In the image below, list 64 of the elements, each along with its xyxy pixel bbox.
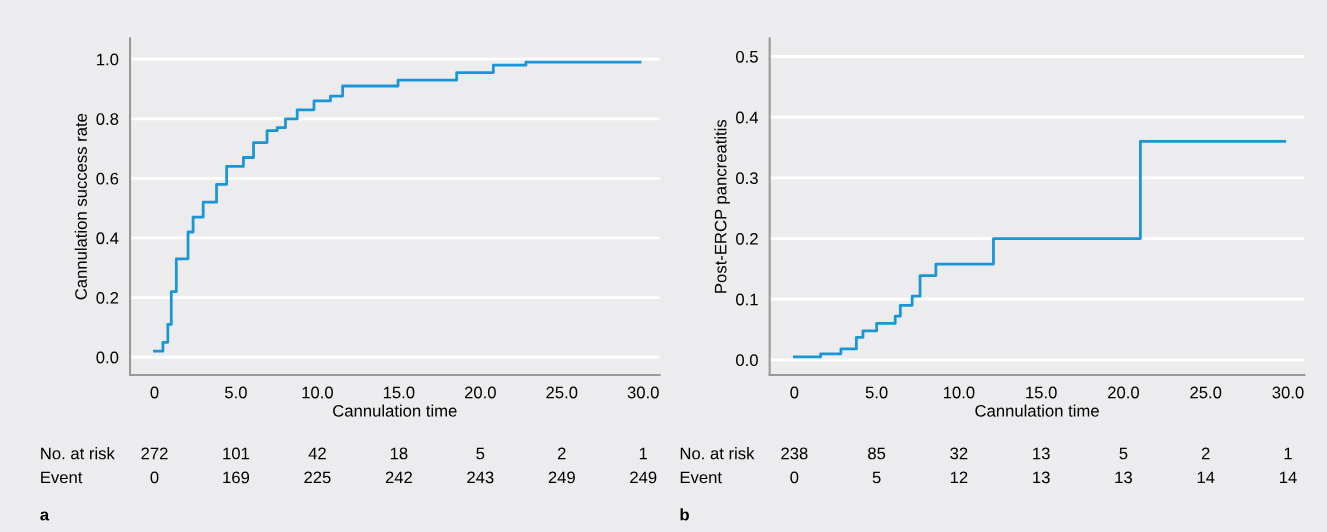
text: 243 xyxy=(467,471,494,484)
text: 2 xyxy=(557,447,566,460)
y-tick-label: 0.3 xyxy=(736,172,758,185)
x-axis-title: Cannulation time xyxy=(975,404,1099,417)
text: 169 xyxy=(223,471,250,484)
text: 12 xyxy=(950,471,968,484)
text: 42 xyxy=(308,447,326,460)
text: 18 xyxy=(390,447,408,460)
y-tick-label: 0.6 xyxy=(96,172,119,185)
text: 272 xyxy=(141,447,168,460)
x-tick-label: 30.0 xyxy=(1272,386,1304,399)
text: 13 xyxy=(1115,471,1132,484)
x-tick-label: 10.0 xyxy=(943,386,975,399)
text: 249 xyxy=(630,471,657,484)
x-tick-label: 15.0 xyxy=(383,386,415,399)
y-tick-label: 0.2 xyxy=(736,232,758,245)
text: b xyxy=(680,508,689,521)
x-tick-label: 5.0 xyxy=(865,386,888,399)
text: 225 xyxy=(304,471,331,484)
text: 32 xyxy=(950,447,968,460)
x-tick-label: 0 xyxy=(150,386,159,399)
text: No. at risk xyxy=(41,447,115,460)
x-tick-label: 15.0 xyxy=(1026,386,1057,399)
text: 5 xyxy=(872,471,881,484)
text: 85 xyxy=(868,447,886,460)
y-tick-label: 0.0 xyxy=(736,354,758,367)
x-tick-label: 20.0 xyxy=(464,386,496,399)
text: 14 xyxy=(1197,471,1215,484)
y-tick-label: 0.1 xyxy=(736,293,758,306)
text: 13 xyxy=(1033,471,1050,484)
x-tick-label: 20.0 xyxy=(1108,386,1140,399)
y-tick-label: 0.8 xyxy=(96,113,119,125)
text: No. at risk xyxy=(680,447,755,460)
y-axis-title: Post-ERCP pancreatitis xyxy=(714,119,730,293)
y-axis-title: Cannulation success rate xyxy=(74,113,87,300)
y-tick-label: 0.2 xyxy=(96,291,119,304)
text: 5 xyxy=(476,447,485,460)
x-tick-label: 30.0 xyxy=(627,386,659,399)
text: 5 xyxy=(1119,447,1128,460)
text: 0 xyxy=(150,471,159,484)
text: 13 xyxy=(1033,447,1050,460)
text: 2 xyxy=(1201,447,1210,460)
text: Event xyxy=(680,471,722,484)
text: 249 xyxy=(548,471,575,484)
x-axis-title: Cannulation time xyxy=(333,404,457,417)
y-tick-label: 1.0 xyxy=(97,53,119,66)
text: 242 xyxy=(385,471,412,484)
x-tick-label: 25.0 xyxy=(546,386,578,399)
text: 0 xyxy=(790,471,799,484)
x-tick-label: 25.0 xyxy=(1190,386,1222,399)
x-tick-label: 5.0 xyxy=(225,386,247,399)
x-tick-label: 10.0 xyxy=(302,386,333,399)
y-tick-label: 0.0 xyxy=(96,351,119,364)
text: 238 xyxy=(781,447,808,460)
y-tick-label: 0.4 xyxy=(736,111,759,124)
y-tick-label: 0.5 xyxy=(736,50,758,63)
text: a xyxy=(40,511,50,521)
y-tick-label: 0.4 xyxy=(96,232,119,245)
text: 1 xyxy=(1284,447,1292,460)
text: Event xyxy=(41,471,83,484)
text: 14 xyxy=(1279,471,1297,484)
text: 101 xyxy=(223,447,250,460)
x-tick-label: 0 xyxy=(790,386,799,399)
text: 1 xyxy=(639,447,648,460)
